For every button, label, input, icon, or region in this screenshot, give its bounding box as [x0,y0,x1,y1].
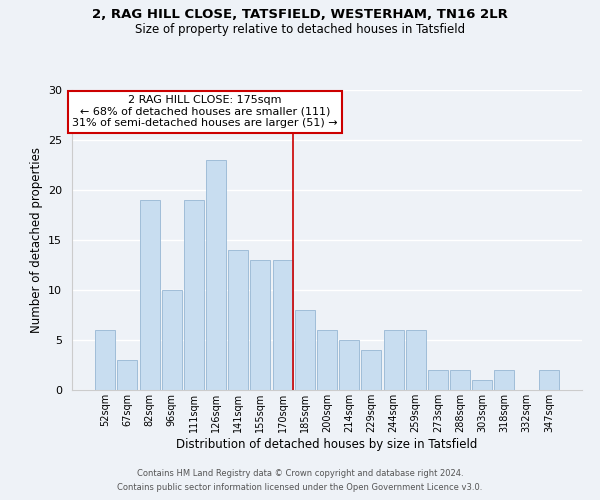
Text: Contains HM Land Registry data © Crown copyright and database right 2024.: Contains HM Land Registry data © Crown c… [137,468,463,477]
Bar [472,380,492,390]
Bar [95,330,115,390]
Bar [317,330,337,390]
Bar [118,360,137,390]
Bar [272,260,293,390]
Text: Size of property relative to detached houses in Tatsfield: Size of property relative to detached ho… [135,22,465,36]
Bar [339,340,359,390]
Bar [361,350,382,390]
X-axis label: Distribution of detached houses by size in Tatsfield: Distribution of detached houses by size … [176,438,478,450]
Bar [184,200,204,390]
Text: 2 RAG HILL CLOSE: 175sqm
← 68% of detached houses are smaller (111)
31% of semi-: 2 RAG HILL CLOSE: 175sqm ← 68% of detach… [72,95,338,128]
Text: 2, RAG HILL CLOSE, TATSFIELD, WESTERHAM, TN16 2LR: 2, RAG HILL CLOSE, TATSFIELD, WESTERHAM,… [92,8,508,20]
Bar [539,370,559,390]
Bar [428,370,448,390]
Bar [383,330,404,390]
Bar [206,160,226,390]
Bar [250,260,271,390]
Bar [406,330,426,390]
Bar [295,310,315,390]
Bar [228,250,248,390]
Bar [162,290,182,390]
Bar [450,370,470,390]
Bar [494,370,514,390]
Y-axis label: Number of detached properties: Number of detached properties [29,147,43,333]
Text: Contains public sector information licensed under the Open Government Licence v3: Contains public sector information licen… [118,484,482,492]
Bar [140,200,160,390]
